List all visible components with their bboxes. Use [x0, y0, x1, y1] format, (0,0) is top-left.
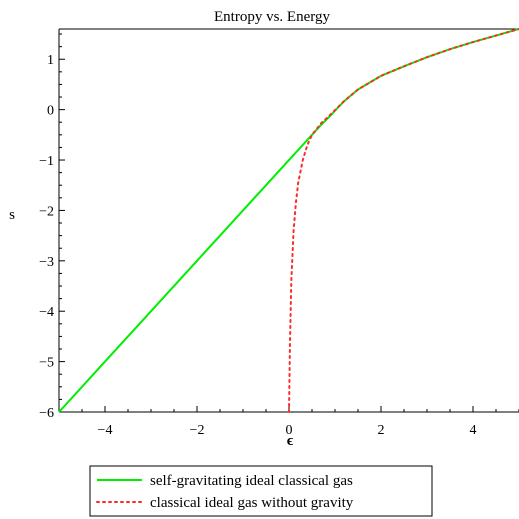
y-tick-label: −6 — [39, 406, 54, 421]
x-tick-label: 4 — [470, 423, 477, 438]
y-tick-label: 0 — [47, 104, 54, 119]
x-tick-label: 2 — [378, 423, 385, 438]
legend-box — [89, 465, 433, 517]
y-axis: 1 0 −1 −2 −3 −4 −5 −6 — [39, 33, 65, 421]
legend: self-gravitating ideal classical gas cla… — [89, 465, 433, 517]
series-self-gravitating-line — [58, 28, 519, 413]
plot-area — [58, 28, 519, 413]
y-axis-label: s — [9, 207, 15, 223]
x-tick-label: 0 — [286, 423, 293, 438]
x-axis: −4 −2 0 2 4 — [58, 406, 519, 438]
x-tick-label: −4 — [98, 423, 113, 438]
y-tick-label: −1 — [39, 154, 54, 169]
x-tick-label: −2 — [190, 423, 205, 438]
y-tick-label: −2 — [39, 204, 54, 219]
y-tick-label: 1 — [47, 53, 54, 68]
y-tick-label: −3 — [39, 255, 54, 270]
series-layer — [58, 28, 519, 413]
y-tick-label: −5 — [39, 356, 54, 371]
x-axis-label: ϵ — [287, 433, 294, 449]
legend-label-self-gravitating: self-gravitating ideal classical gas — [150, 473, 353, 489]
legend-label-without-gravity: classical ideal gas without gravity — [150, 495, 354, 511]
series-without-gravity-line — [288, 28, 519, 413]
y-tick-label: −4 — [39, 305, 54, 320]
chart-title: Entropy vs. Energy — [214, 9, 330, 25]
